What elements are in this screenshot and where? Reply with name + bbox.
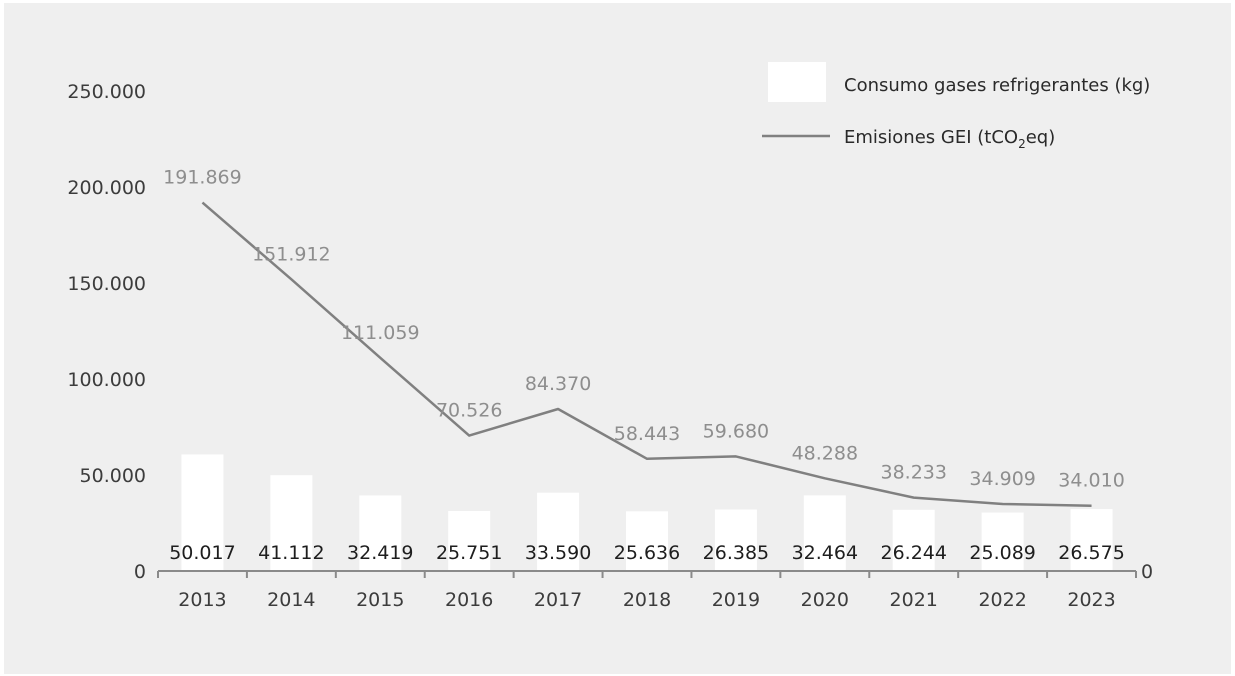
x-tick-label-2021: 2021 [890, 589, 938, 611]
bar-2017 [537, 492, 580, 571]
legend-bar-label: Consumo gases refrigerantes (kg) [844, 75, 1150, 96]
bar-label-2022: 25.089 [969, 542, 1035, 564]
axis-layer: 2013 2014 2015 2016 2017 2018 2019 2020 2021 2022… [67, 81, 1153, 611]
x-tick-label-2019: 2019 [712, 589, 760, 611]
legend-line-label-main: Emisiones GEI (tCO [844, 127, 1018, 148]
line-label-2019: 59.680 [703, 420, 769, 442]
bar-label-2015: 32.419 [347, 542, 413, 564]
bar-2019 [714, 509, 757, 571]
line-label-2014: 151.912 [252, 243, 331, 265]
x-tick-label-2013: 2013 [178, 589, 226, 611]
legend-line-label-tail: eq) [1026, 127, 1056, 148]
bars-layer [181, 454, 1113, 571]
bar-2015 [359, 495, 402, 571]
line-label-2013: 191.869 [163, 167, 242, 189]
bar-label-2016: 25.751 [436, 542, 502, 564]
y-left-tick-label: 200.000 [67, 177, 146, 199]
bar-2016 [448, 511, 491, 571]
line-label-2023: 34.010 [1058, 470, 1124, 492]
legend-line-label-sub: 2 [1018, 137, 1026, 151]
bar-2020 [803, 495, 846, 571]
x-tick-label-2018: 2018 [623, 589, 671, 611]
bar-2018 [626, 511, 668, 571]
chart-svg: 2013 2014 2015 2016 2017 2018 2019 2020 2021 2022… [67, 62, 1153, 611]
bar-2021 [892, 509, 935, 571]
line-label-2016: 70.526 [436, 400, 502, 422]
bar-label-2017: 33.590 [525, 542, 591, 564]
line-label-2022: 34.909 [969, 468, 1035, 490]
x-tick-label-2017: 2017 [534, 589, 582, 611]
line-label-2017: 84.370 [525, 373, 591, 395]
bar-label-2023: 26.575 [1058, 542, 1124, 564]
bar-2023 [1070, 509, 1113, 571]
line-label-2020: 48.288 [792, 442, 858, 464]
y-left-tick-label: 250.000 [67, 81, 146, 103]
x-tick-label-2015: 2015 [356, 589, 404, 611]
line-label-2021: 38.233 [880, 462, 946, 484]
line-label-2015: 111.059 [341, 322, 420, 344]
bar-2013 [181, 454, 224, 571]
x-tick-label-2020: 2020 [801, 589, 849, 611]
bar-label-2014: 41.112 [258, 542, 324, 564]
emissions-line [201, 201, 1092, 507]
chart-panel: 2013 2014 2015 2016 2017 2018 2019 2020 2021 2022… [4, 3, 1231, 674]
bar-label-2018: 25.636 [614, 542, 680, 564]
bar-label-2021: 26.244 [880, 542, 946, 564]
y-right-tick-label: 0 [1141, 561, 1153, 583]
y-left-tick-label: 100.000 [67, 369, 146, 391]
bar-2022 [981, 512, 1024, 571]
x-tick-label-2022: 2022 [978, 589, 1026, 611]
x-tick-label-2014: 2014 [267, 589, 315, 611]
legend: Consumo gases refrigerantes (kg) Emision… [762, 62, 1150, 151]
bar-label-2019: 26.385 [703, 542, 769, 564]
y-left-tick-label: 50.000 [80, 465, 146, 487]
line-layer [201, 201, 1092, 507]
y-left-tick-label: 0 [134, 561, 146, 583]
bar-2014 [270, 475, 313, 571]
bar-label-2020: 32.464 [792, 542, 858, 564]
x-tick-label-2023: 2023 [1067, 589, 1115, 611]
labels-layer: 191.869 151.912 111.059 70.526 84.370 58.443 5… [163, 167, 1125, 564]
x-tick-label-2016: 2016 [445, 589, 493, 611]
legend-bar-swatch [768, 62, 826, 102]
bar-label-2013: 50.017 [169, 542, 235, 564]
line-label-2018: 58.443 [614, 423, 680, 445]
legend-line-label: Emisiones GEI (tCO2eq) [844, 127, 1055, 151]
y-left-tick-label: 150.000 [67, 273, 146, 295]
